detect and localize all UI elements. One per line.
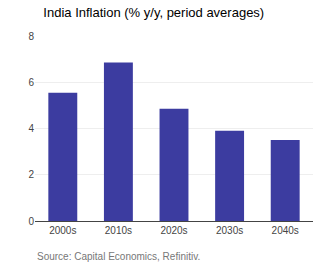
svg-text:6: 6 (28, 77, 34, 88)
svg-text:2000s: 2000s (49, 225, 76, 236)
svg-text:8: 8 (28, 31, 34, 42)
svg-text:India Inflation (% y/y, period: India Inflation (% y/y, period averages) (43, 5, 264, 20)
svg-text:Source: Capital Economics, Ref: Source: Capital Economics, Refinitiv. (37, 251, 200, 262)
svg-text:0: 0 (28, 216, 34, 227)
svg-text:2010s: 2010s (105, 225, 132, 236)
svg-text:2020s: 2020s (160, 225, 187, 236)
svg-text:2030s: 2030s (216, 225, 243, 236)
svg-text:2: 2 (28, 169, 34, 180)
svg-text:2040s: 2040s (272, 225, 299, 236)
svg-text:4: 4 (28, 123, 34, 134)
